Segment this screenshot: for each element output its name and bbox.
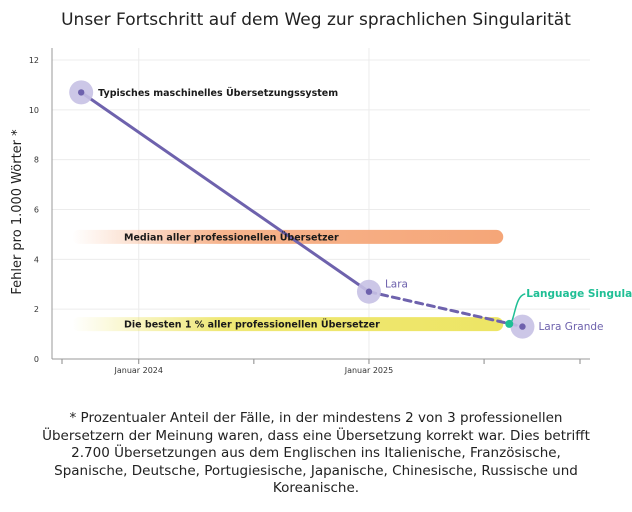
data-label: Lara [385, 279, 408, 291]
reference-band [72, 317, 504, 332]
axes: 0 2 4 6 8 10 12 Januar 2024 Januar 2025 [29, 48, 590, 375]
y-tick-label: 12 [29, 56, 39, 65]
y-tick-label: 4 [34, 255, 39, 264]
reference-bands [72, 229, 504, 332]
reference-band-label: Die besten 1 % aller professionellen Übe… [124, 320, 380, 331]
data-label: Typisches maschinelles Übersetzungssyste… [98, 88, 338, 99]
y-axis-label: Fehler pro 1.000 Wörter * [10, 129, 25, 295]
series-segment [79, 90, 371, 294]
y-tick-label: 2 [34, 305, 39, 314]
data-label: Lara Grande [538, 321, 603, 333]
reference-band-label: Median aller professionellen Übersetzer [124, 232, 339, 243]
y-tick-label: 10 [29, 106, 39, 115]
chart-title: Unser Fortschritt auf dem Weg zur sprach… [61, 10, 571, 30]
series [69, 80, 535, 339]
annotation-point [505, 319, 514, 328]
data-point [519, 323, 526, 330]
x-tick-label: Januar 2025 [344, 366, 394, 375]
labels: Median aller professionellen Übersetzer D… [98, 88, 632, 333]
annotation-label: Language Singularity [526, 288, 632, 300]
y-tick-label: 0 [34, 355, 39, 364]
x-tick-label: Januar 2024 [113, 366, 163, 375]
y-tick-label: 8 [34, 156, 39, 165]
footnote: * Prozentualer Anteil der Fälle, in der … [42, 410, 590, 496]
series-segment [367, 290, 524, 329]
data-point [77, 89, 85, 96]
data-point [365, 288, 373, 295]
y-tick-label: 6 [34, 206, 39, 215]
progress-chart: 0 2 4 6 8 10 12 Januar 2024 Januar 2025 Median a… [10, 48, 632, 375]
